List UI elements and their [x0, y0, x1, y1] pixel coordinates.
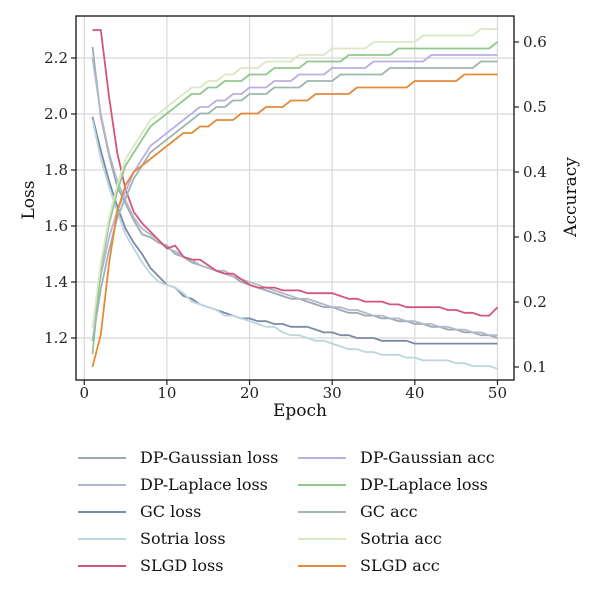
series-line-slgd-acc-9	[91, 73, 498, 368]
axes	[75, 15, 515, 381]
series-line-gc-loss-2	[91, 116, 498, 345]
y-left-tick-label: 2.2	[44, 49, 68, 67]
y-right-tick-label: 0.6	[523, 33, 547, 51]
series-line-dp-laplace-loss-6	[91, 41, 499, 355]
plot-background	[76, 16, 514, 380]
x-tick-label: 10	[157, 384, 176, 402]
x-tick-label: 20	[240, 384, 259, 402]
x-tick-label: 0	[79, 384, 89, 402]
legend-label-slgd-loss: SLGD loss	[140, 556, 223, 575]
y-axis-left-title: Loss	[19, 181, 39, 220]
legend-label-dp-laplace-loss: DP-Laplace loss	[140, 475, 268, 494]
y-left-tick-label: 2.0	[44, 105, 68, 123]
y-right-tick-label: 0.2	[523, 293, 547, 311]
x-tick-label: 30	[323, 384, 342, 402]
x-tick-label: 50	[488, 384, 507, 402]
legend-label-sotria-acc: Sotria acc	[360, 529, 442, 548]
x-tick-label: 40	[405, 384, 424, 402]
y-left-tick-label: 1.2	[44, 329, 68, 347]
y-right-tick-label: 0.3	[523, 228, 547, 246]
y-left-tick-label: 1.8	[44, 161, 68, 179]
tick-labels: 0 10 20 30 40 50 1.2 1.4 1.6 1.8 2.0 2.2 0.1 0.2 0.3 0.…	[44, 33, 547, 402]
plot-area	[76, 16, 514, 380]
y-left-tick-label: 1.6	[44, 217, 68, 235]
x-axis-title: Epoch	[273, 401, 327, 421]
series-lines	[91, 28, 499, 370]
legend-label-gc-loss: GC loss	[140, 502, 201, 521]
series-line-gc-acc-7	[91, 60, 498, 342]
axis-titles: Epoch Loss Accuracy	[19, 157, 581, 421]
legend: DP-Gaussian loss DP-Laplace loss GC loss So…	[78, 448, 495, 575]
series-line-dp-gaussian-loss-0	[91, 46, 498, 339]
grid-lines	[76, 16, 514, 380]
y-right-tick-label: 0.5	[523, 98, 547, 116]
legend-label-sotria-loss: Sotria loss	[140, 529, 226, 548]
axes-frame	[75, 15, 515, 381]
series-line-dp-gaussian-acc-5	[91, 54, 498, 329]
y-right-tick-label: 0.4	[523, 163, 547, 181]
y-axis-right-title: Accuracy	[561, 157, 581, 238]
legend-label-slgd-acc: SLGD acc	[360, 556, 440, 575]
series-line-sotria-acc-8	[91, 28, 498, 329]
series-line-sotria-loss-3	[91, 119, 498, 370]
series-line-slgd-loss-4	[92, 29, 499, 317]
legend-label-dp-gaussian-loss: DP-Gaussian loss	[140, 448, 278, 467]
y-left-tick-label: 1.4	[44, 273, 68, 291]
legend-label-gc-acc: GC acc	[360, 502, 418, 521]
y-right-tick-label: 0.1	[523, 358, 547, 376]
legend-label-dp-gaussian-acc: DP-Gaussian acc	[360, 448, 495, 467]
legend-label-dp-laplace-loss: DP-Laplace loss	[360, 475, 488, 494]
